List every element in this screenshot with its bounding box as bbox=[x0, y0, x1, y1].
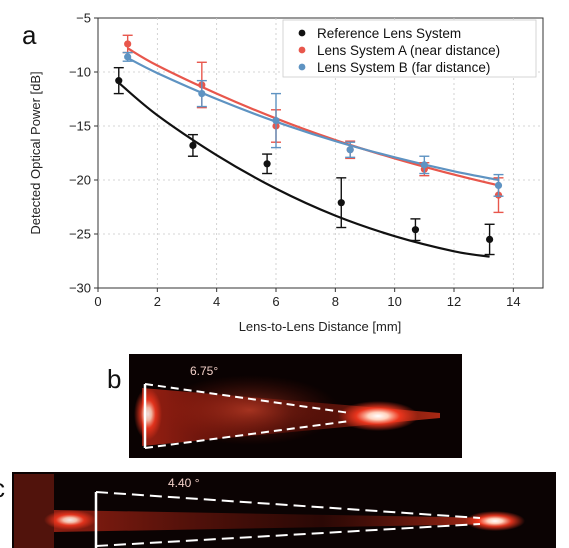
legend-marker-system-b bbox=[298, 63, 306, 71]
y-tick-label: −25 bbox=[69, 227, 91, 242]
photo-c-beam bbox=[54, 510, 500, 532]
data-point-reference bbox=[411, 226, 420, 234]
legend-box bbox=[282, 19, 537, 78]
x-tick-label: 4 bbox=[213, 294, 220, 309]
data-point-reference bbox=[337, 199, 345, 207]
data-point-system-b bbox=[272, 117, 280, 125]
y-axis-label: Detected Optical Power [dB] bbox=[28, 71, 43, 234]
data-point-reference bbox=[486, 235, 494, 243]
data-point-reference bbox=[189, 141, 197, 150]
fit-curve-system-b bbox=[127, 56, 499, 182]
data-point-system-b bbox=[198, 90, 206, 98]
photo-b-angle-line-top bbox=[144, 383, 351, 414]
photo-c-housing bbox=[14, 474, 54, 548]
fit-curve-reference bbox=[118, 81, 490, 258]
legend-label-system-b: Lens System B (far distance) bbox=[317, 60, 490, 75]
photo-c-angle-label: 4.40 ° bbox=[168, 476, 200, 490]
data-point-system-b bbox=[124, 53, 132, 61]
y-tick-label: −5 bbox=[76, 11, 91, 26]
photo-b-angle-label: 6.75° bbox=[190, 364, 218, 378]
data-point-system-b bbox=[346, 146, 354, 154]
beam-photo-c: 4.40 ° bbox=[12, 472, 556, 548]
y-tick-labels: −30 −25 −20 −15 −10 −5 bbox=[69, 11, 91, 296]
x-tick-label: 6 bbox=[272, 294, 279, 309]
x-tick-label: 2 bbox=[154, 294, 161, 309]
y-tick-label: −30 bbox=[69, 281, 91, 296]
beam-photo-b: 6.75° bbox=[129, 354, 462, 458]
photo-b-angle-line-bottom bbox=[144, 420, 351, 449]
data-point-reference bbox=[115, 77, 123, 85]
data-point-system-b bbox=[494, 181, 503, 189]
legend-marker-system-a bbox=[298, 46, 306, 54]
legend-label-system-a: Lens System A (near distance) bbox=[317, 43, 500, 58]
panel-label-b: b bbox=[107, 364, 121, 394]
x-tick-label: 14 bbox=[506, 294, 520, 309]
photo-c-focus-glow bbox=[465, 511, 525, 531]
y-tick-label: −20 bbox=[69, 173, 91, 188]
panel-label-a: a bbox=[22, 20, 37, 50]
photo-c-background bbox=[12, 472, 556, 548]
legend: Reference Lens System Lens System A (nea… bbox=[282, 19, 537, 78]
x-axis-label: Lens-to-Lens Distance [mm] bbox=[239, 319, 402, 334]
data-point-system-b bbox=[420, 161, 428, 169]
fit-curves bbox=[118, 47, 499, 258]
y-tick-label: −15 bbox=[69, 119, 91, 134]
photo-c-angle-line-top bbox=[95, 491, 481, 519]
y-tick-label: −10 bbox=[69, 65, 91, 80]
tick-marks bbox=[94, 17, 514, 292]
photo-b-focus-glow bbox=[338, 401, 418, 431]
x-tick-label: 10 bbox=[387, 294, 401, 309]
photo-b-source-glow bbox=[134, 388, 162, 440]
photo-c-source-glow bbox=[44, 510, 96, 530]
legend-label-reference: Reference Lens System bbox=[317, 26, 461, 41]
x-tick-label: 8 bbox=[332, 294, 339, 309]
x-tick-label: 0 bbox=[94, 294, 101, 309]
legend-marker-reference bbox=[298, 29, 306, 37]
data-point-reference bbox=[263, 160, 271, 168]
data-points bbox=[113, 34, 504, 256]
photo-b-diffuse-glow bbox=[160, 375, 340, 445]
panel-label-c: c bbox=[0, 473, 5, 503]
photo-c-angle-line-bottom bbox=[95, 523, 481, 547]
x-tick-label: 12 bbox=[447, 294, 461, 309]
fit-curve-system-a bbox=[127, 47, 499, 187]
data-point-system-a bbox=[124, 40, 132, 48]
x-tick-labels: 0 2 4 6 8 10 12 14 bbox=[94, 294, 520, 309]
